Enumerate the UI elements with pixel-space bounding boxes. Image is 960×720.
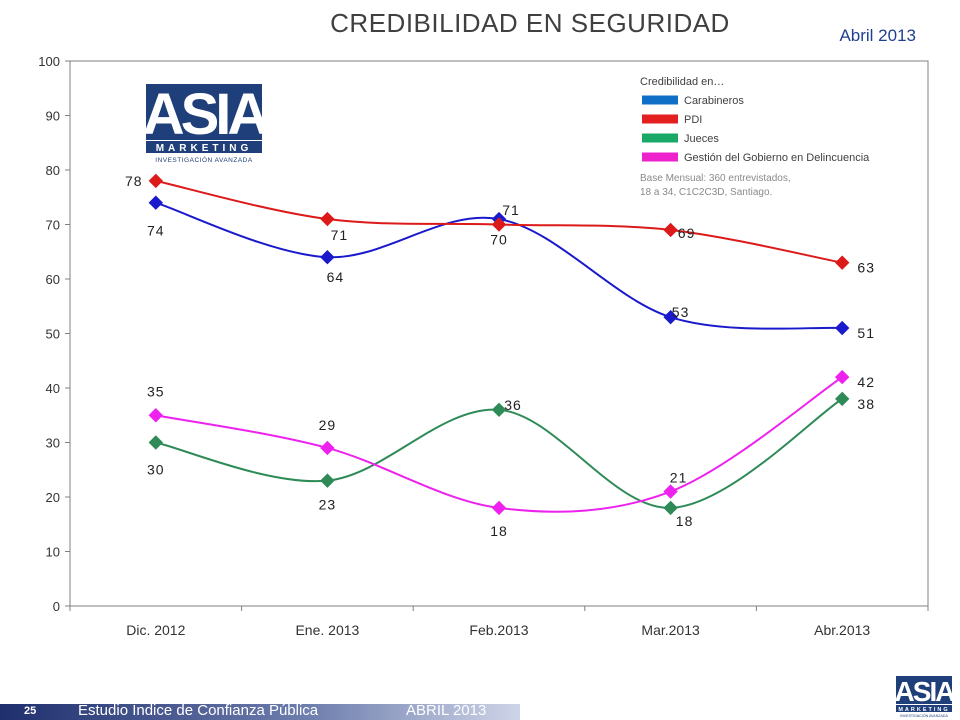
data-label: 70 (490, 232, 508, 248)
data-label: 69 (678, 225, 696, 241)
data-point (320, 440, 335, 456)
data-point (663, 500, 678, 516)
data-label: 18 (490, 523, 508, 539)
data-label: 78 (125, 173, 143, 189)
legend-note-line1: Base Mensual: 360 entrevistados, (640, 173, 791, 184)
logo-subtitle: MARKETING (156, 143, 253, 154)
data-label: 35 (147, 383, 165, 399)
data-label: 36 (504, 397, 522, 413)
footer-logo-background (896, 676, 952, 704)
footer-bar (0, 704, 520, 720)
logo-band (146, 141, 262, 153)
footer-logo-band (896, 705, 952, 712)
data-point (834, 391, 850, 407)
data-point (320, 211, 335, 227)
y-tick-label: 60 (46, 272, 60, 287)
legend-label: PDI (684, 114, 702, 126)
y-tick-label: 80 (46, 163, 60, 178)
data-point (148, 195, 164, 210)
y-tick-label: 90 (46, 109, 60, 124)
x-tick-label: Ene. 2013 (295, 622, 359, 638)
data-label: 30 (147, 462, 165, 478)
y-tick-label: 0 (53, 599, 60, 614)
x-axis: Dic. 2012 Ene. 2013 Feb.2013 Mar.2013 Abr.20… (69, 606, 929, 638)
y-tick-label: 10 (46, 545, 60, 560)
data-label: 51 (857, 325, 875, 341)
y-tick-label: 100 (38, 54, 60, 69)
series-labels: 74 64 71 53 51 78 71 70 69 63 30 23 36 18 38 35 29 18 21 42 (125, 173, 875, 539)
data-label: 64 (327, 269, 345, 285)
data-point (320, 249, 335, 265)
y-tick-label: 70 (46, 218, 60, 233)
legend-swatch (642, 95, 678, 105)
data-point (663, 309, 678, 325)
legend-note-line2: 18 a 34, C1C2C3D, Santiago. (640, 187, 772, 198)
x-tick-label: Abr.2013 (814, 622, 870, 638)
data-label: 42 (857, 374, 875, 390)
legend-label: Jueces (684, 133, 719, 145)
legend-title: Credibilidad en… (640, 76, 724, 88)
y-tick-label: 50 (46, 327, 60, 342)
legend-swatch (642, 133, 678, 143)
y-tick-label: 40 (46, 381, 60, 396)
y-axis: 0 10 20 30 40 50 60 70 80 90 100 (38, 54, 70, 614)
footer-logo-subtitle: MARKETING (898, 707, 949, 713)
x-tick-label: Feb.2013 (469, 622, 528, 638)
report-date: Abril 2013 (839, 26, 916, 45)
data-point (834, 255, 850, 270)
legend-swatch (642, 152, 678, 162)
logo-brand: ASIA (143, 82, 269, 147)
data-point (834, 320, 850, 336)
logo-background (146, 84, 262, 140)
x-tick-label: Mar.2013 (641, 622, 700, 638)
data-point (663, 222, 678, 238)
data-label: 29 (319, 417, 337, 433)
data-point (491, 402, 507, 418)
asia-logo: ASIA MARKETING INVESTIGACIÓN AVANZADA (143, 82, 273, 164)
series-markers (148, 173, 850, 516)
y-tick-label: 20 (46, 490, 60, 505)
legend-items: Carabineros PDI Jueces Gestión del Gobierno… (642, 95, 870, 164)
data-point (148, 408, 164, 423)
legend: Credibilidad en… Carabineros PDI Jueces Ges… (640, 76, 870, 198)
data-label: 53 (672, 304, 690, 320)
footer-logo-tagline: INVESTIGACIÓN AVANZADA (900, 713, 948, 718)
footer-study-name: Estudio Índice de Confianza Pública (78, 702, 319, 719)
legend-label: Gestión del Gobierno en Delincuencia (684, 152, 870, 164)
data-point (491, 217, 507, 232)
data-point (148, 173, 164, 189)
data-label: 71 (331, 227, 349, 243)
data-point (320, 473, 335, 488)
page-title: CREDIBILIDAD EN SEGURIDAD (330, 8, 730, 38)
data-point (148, 435, 164, 450)
data-point (491, 500, 507, 516)
data-point (834, 369, 850, 385)
data-label: 18 (676, 513, 694, 529)
data-label: 23 (319, 497, 337, 513)
footer-logo: ASIA MARKETING INVESTIGACIÓN AVANZADA (896, 676, 952, 718)
x-tick-label: Dic. 2012 (126, 622, 185, 638)
footer-date: ABRIL 2013 (406, 702, 487, 719)
data-label: 21 (670, 470, 688, 486)
data-point (663, 484, 678, 499)
line-chart: 0 10 20 30 40 50 60 70 80 90 100 Dic. 2012 Ene. 201… (38, 54, 929, 638)
legend-label: Carabineros (684, 95, 744, 107)
footer-logo-brand: ASIA (896, 676, 952, 707)
legend-swatch (642, 114, 678, 124)
data-label: 38 (857, 396, 875, 412)
page-number: 25 (24, 705, 37, 717)
footer: 25 Estudio Índice de Confianza Pública A… (0, 700, 960, 720)
data-label: 63 (857, 260, 875, 276)
y-tick-label: 30 (46, 436, 60, 451)
data-label: 71 (502, 202, 520, 218)
logo-tagline: INVESTIGACIÓN AVANZADA (155, 155, 253, 164)
data-label: 74 (147, 223, 165, 239)
